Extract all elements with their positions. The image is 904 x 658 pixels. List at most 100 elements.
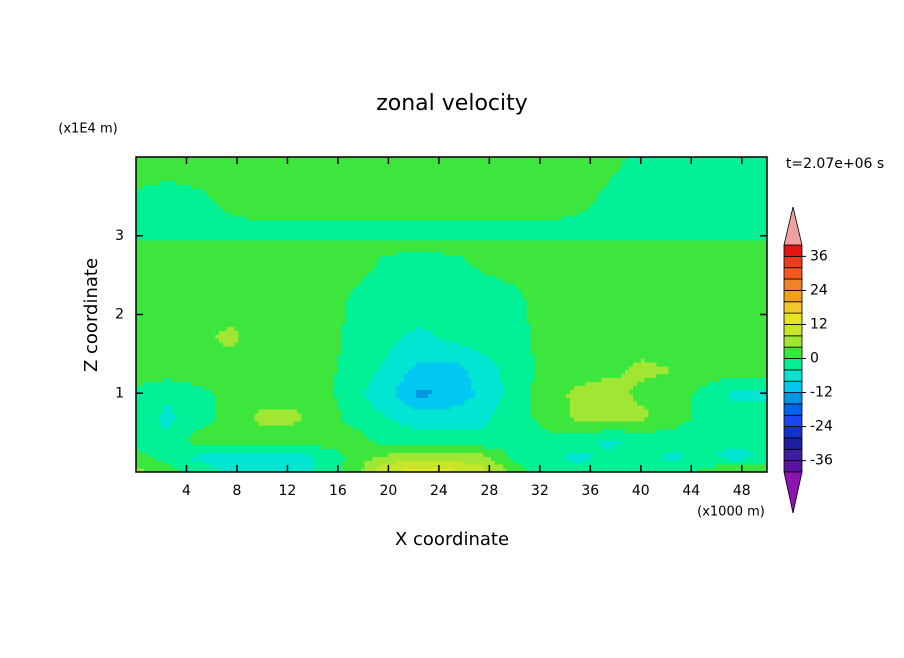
field-cell (277, 468, 283, 473)
field-cell (439, 369, 445, 375)
field-cell (727, 416, 733, 422)
field-cell (270, 409, 275, 414)
field-cell (703, 468, 709, 473)
field-cell (459, 397, 464, 402)
field-cell (258, 373, 263, 379)
field-cell (313, 432, 319, 438)
field-cell (147, 412, 153, 418)
field-cell (652, 389, 658, 394)
field-cell (510, 444, 516, 449)
field-cell (628, 389, 634, 394)
field-cell (467, 401, 472, 406)
field-cell (155, 420, 161, 426)
field-cell (151, 456, 157, 461)
field-cell (167, 365, 173, 371)
field-cell (443, 385, 449, 390)
field-cell (305, 401, 311, 406)
field-cell (289, 405, 295, 410)
field-cell (542, 353, 547, 359)
field-cell (250, 460, 255, 465)
field-cell (617, 405, 622, 410)
field-cell (321, 409, 326, 414)
field-cell (455, 338, 460, 343)
field-cell (258, 456, 263, 461)
field-cell (502, 436, 508, 442)
field-cell (167, 385, 173, 390)
field-cell (668, 405, 673, 410)
field-cell (459, 409, 464, 414)
field-cell (266, 393, 271, 398)
field-cell (345, 468, 350, 473)
field-cell (648, 381, 654, 386)
field-cell (483, 409, 488, 414)
field-cell (376, 377, 382, 383)
field-cell (577, 381, 583, 386)
field-cell (281, 405, 287, 410)
field-cell (400, 440, 405, 446)
field-cell (258, 393, 263, 398)
field-cell (384, 361, 389, 367)
field-cell (483, 365, 488, 371)
field-cell (569, 432, 575, 438)
field-cell (333, 428, 338, 434)
field-cell (337, 436, 342, 442)
field-cell (451, 346, 457, 351)
field-cell (621, 468, 626, 473)
field-cell (435, 432, 441, 438)
field-cell (262, 456, 267, 461)
field-cell (246, 377, 251, 383)
field-cell (313, 338, 319, 343)
field-cell (494, 377, 500, 383)
field-cell (258, 338, 263, 343)
field-cell (163, 448, 169, 453)
field-cell (435, 385, 441, 390)
field-cell (159, 365, 165, 371)
field-cell (404, 377, 409, 383)
field-cell (435, 401, 441, 406)
field-cell (368, 464, 374, 469)
field-cell (352, 416, 358, 422)
field-cell (325, 397, 330, 402)
field-cell (191, 393, 196, 398)
field-cell (593, 444, 599, 449)
field-cell (719, 381, 725, 386)
field-cell (396, 365, 401, 371)
field-cell (463, 338, 468, 343)
field-cell (585, 440, 591, 446)
field-cell (731, 428, 737, 434)
field-cell (755, 444, 760, 449)
field-cell (755, 464, 760, 469)
field-cell (159, 349, 165, 355)
field-cell (238, 436, 244, 442)
field-cell (203, 369, 208, 375)
field-cell (388, 409, 393, 414)
field-cell (617, 416, 622, 422)
field-cell (569, 420, 575, 426)
field-cell (333, 361, 338, 367)
field-cell (321, 416, 326, 422)
field-cell (321, 373, 326, 379)
field-cell (486, 440, 492, 446)
field-cell (242, 452, 248, 457)
field-cell (246, 436, 251, 442)
field-cell (262, 428, 267, 434)
field-cell (502, 393, 508, 398)
field-cell (348, 338, 354, 343)
field-cell (652, 444, 658, 449)
field-cell (557, 456, 563, 461)
field-cell (341, 409, 346, 414)
field-cell (258, 357, 263, 363)
field-cell (625, 464, 630, 469)
field-cell (546, 424, 551, 430)
field-cell (238, 377, 244, 383)
field-cell (652, 401, 658, 406)
field-cell (696, 381, 701, 386)
field-cell (467, 393, 472, 398)
field-cell (254, 436, 259, 442)
field-cell (187, 452, 192, 457)
field-cell (530, 416, 535, 422)
field-cell (577, 377, 583, 383)
field-cell (684, 456, 689, 461)
field-cell (151, 357, 157, 363)
field-cell (439, 420, 445, 426)
